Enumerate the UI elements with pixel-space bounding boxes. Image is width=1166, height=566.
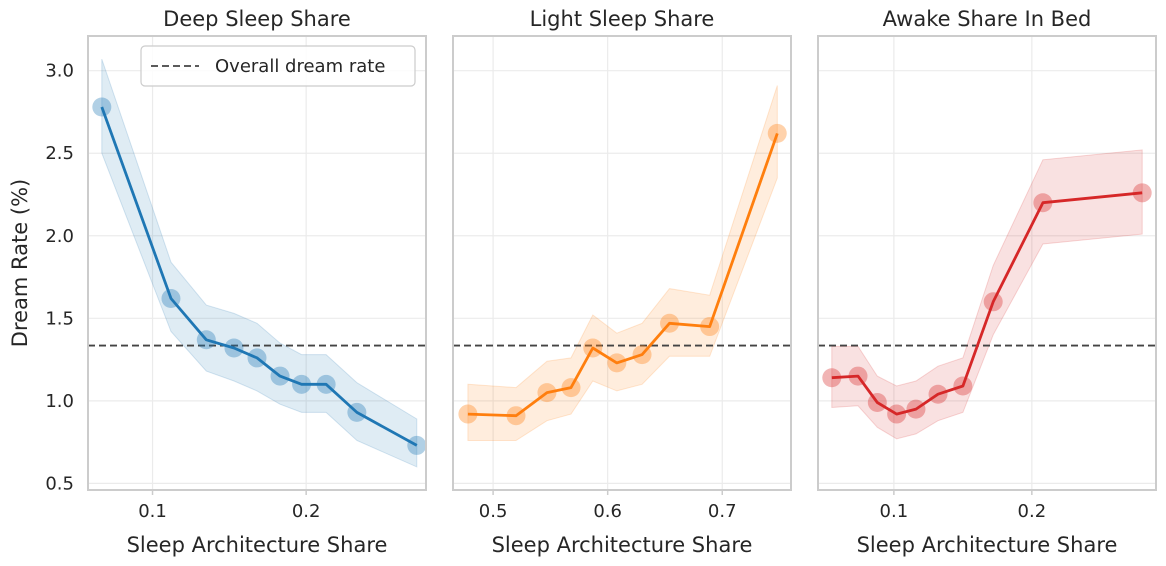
data-point [583,338,603,358]
series-line [100,106,418,447]
data-point [887,404,907,424]
legend-box [140,45,416,87]
data-point [316,374,336,394]
data-point [224,338,244,358]
data-point [906,399,926,419]
data-point [660,313,680,333]
x-tick-label: 0.5 [479,501,508,522]
data-point [407,435,427,455]
y-tick-label: 2.5 [45,143,74,164]
y-tick-label: 3.0 [45,61,74,82]
x-tick-label: 0.2 [1018,501,1047,522]
data-point [867,393,887,413]
panel-2: 0.5 0.6 0.7 Light Sleep Share Sleep Architec… [452,7,792,557]
data-point [347,402,367,422]
panel-3: 0.1 0.2 Awake Share In Bed Sleep Architectu… [817,7,1157,557]
data-point [92,97,112,117]
data-point [561,378,581,398]
data-point [1033,193,1053,213]
data-point [506,406,526,426]
data-point [196,330,216,350]
data-point [953,376,973,396]
confidence-band [467,85,778,441]
legend-label: Overall dream rate [215,56,385,77]
data-point [270,366,290,386]
confidence-band [101,58,418,468]
x-tick-label: 0.2 [292,501,321,522]
y-axis-label: Dream Rate (%) [8,179,32,347]
plot-frame [817,35,1157,491]
data-point [247,348,267,368]
x-tick-label: 0.7 [708,501,737,522]
plot-frame [87,35,427,491]
x-axis-label: Sleep Architecture Share [492,533,753,557]
x-axis-label: Sleep Architecture Share [857,533,1118,557]
panel-1: 0.1 0.2 0.5 1.0 1.5 2.0 2.5 3.0 Deep Sleep Share… [8,7,427,557]
plot-frame [452,35,792,491]
data-point [822,368,842,388]
panel-title: Awake Share In Bed [883,7,1092,31]
data-point [537,383,557,403]
x-tick-label: 0.1 [880,501,909,522]
data-point [767,123,787,143]
y-tick-label: 2.0 [45,226,74,247]
data-point [983,292,1003,312]
legend: Overall dream rate [140,45,416,87]
x-tick-label: 0.6 [593,501,622,522]
panel-title: Deep Sleep Share [163,7,351,31]
y-tick-label: 1.0 [45,391,74,412]
confidence-band [831,149,1143,440]
data-point [928,384,948,404]
data-point [607,353,627,373]
data-point [292,374,312,394]
series-line [831,191,1143,416]
data-point [1132,183,1152,203]
y-tick-label: 1.5 [45,308,74,329]
data-point [458,404,478,424]
x-tick-label: 0.1 [138,501,167,522]
y-tick-label: 0.5 [45,473,74,494]
panel-title: Light Sleep Share [530,7,715,31]
x-axis-label: Sleep Architecture Share [127,533,388,557]
series-line [467,132,779,418]
data-point [848,366,868,386]
data-point [700,317,720,337]
data-point [161,288,181,308]
data-point [632,345,652,365]
